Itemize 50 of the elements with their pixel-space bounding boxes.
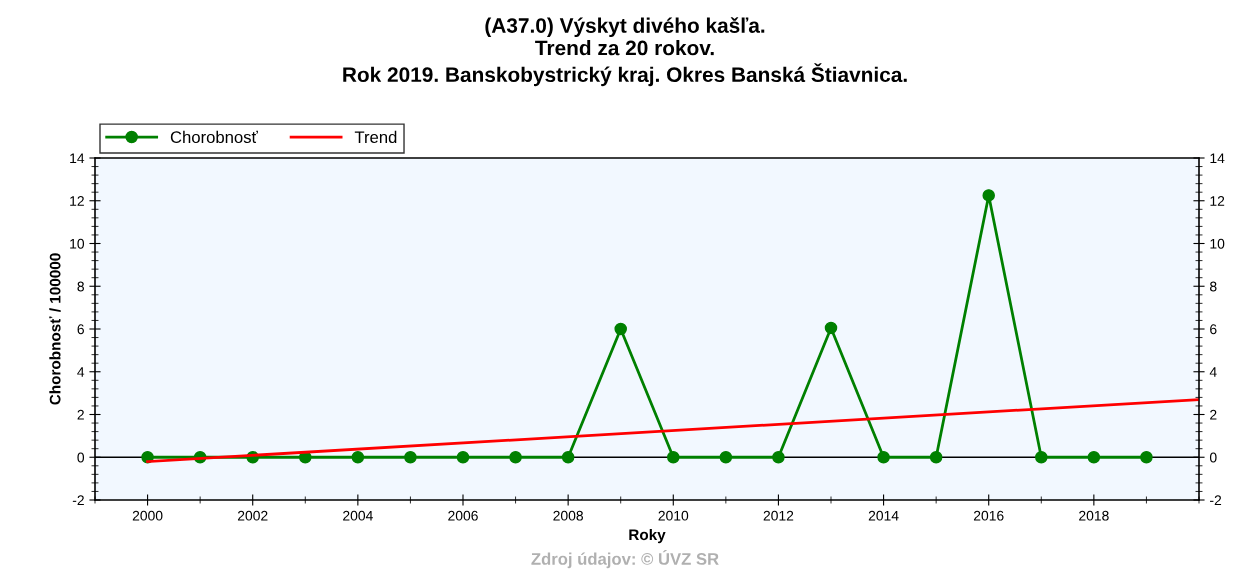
y-tick-label: 8 [77,281,84,292]
y2-tick-label: 4 [1209,367,1217,377]
y2-tick-label: 8 [1210,281,1217,292]
y2-tick-label: -2 [1210,495,1222,506]
point [1087,450,1101,464]
point [1035,450,1048,464]
y-tick-label: 6 [77,324,84,335]
y-tick-label: 0 [77,452,85,463]
point [561,450,575,464]
y2-tick-label: 6 [1210,324,1217,335]
point [667,450,680,464]
y2-tick-label: 14 [1210,153,1225,164]
y2-tick-label: 0 [1209,452,1217,463]
point [929,450,943,464]
y-tick-label: 2 [77,409,84,420]
point [1140,450,1153,464]
x-tick-label: 2014 [868,510,899,521]
point [877,450,890,464]
point [614,322,627,336]
x-tick-label: 2006 [448,510,478,521]
x-tick-label: 2012 [763,510,794,521]
y-tick-label: 12 [70,196,84,206]
point [404,450,417,464]
x-tick-label: 2004 [343,510,373,521]
point [982,189,995,202]
y2-tick-label: 12 [1210,196,1225,206]
y2-tick-label: 2 [1210,409,1217,420]
chart-title: (A37.0) Výskyt divého kašľa. Trend za 20 rokov. Rok 2019. Banskobystrický kraj. Okres Banská Štiavnica. [343,17,907,87]
y2-tick-label: 10 [1210,238,1225,249]
point [772,450,785,464]
y-tick-label: 14 [70,153,85,164]
y-tick-label: -2 [72,495,84,506]
text: Zdroj údajov: © ÚVZ SR [531,549,719,569]
y-tick-label: 10 [70,238,85,249]
point [351,450,365,464]
x-tick-label: 2008 [553,510,583,521]
y-tick-label: 4 [77,367,85,377]
legend-label: Chorobnosť [170,130,258,144]
x-tick-label: 2010 [658,510,689,521]
point [456,450,470,464]
point [824,321,838,335]
x-tick-label: 2002 [237,510,268,521]
point [509,450,522,464]
point [719,450,733,464]
x-tick-label: 2000 [132,510,163,521]
x-tick-label: 2016 [973,510,1004,521]
x-tick-label: 2018 [1079,510,1109,521]
legend-label: Trend [354,130,397,144]
y-axis-title: Chorobnosť / 100000 [49,253,61,405]
x-axis-title: Roky [629,528,666,544]
